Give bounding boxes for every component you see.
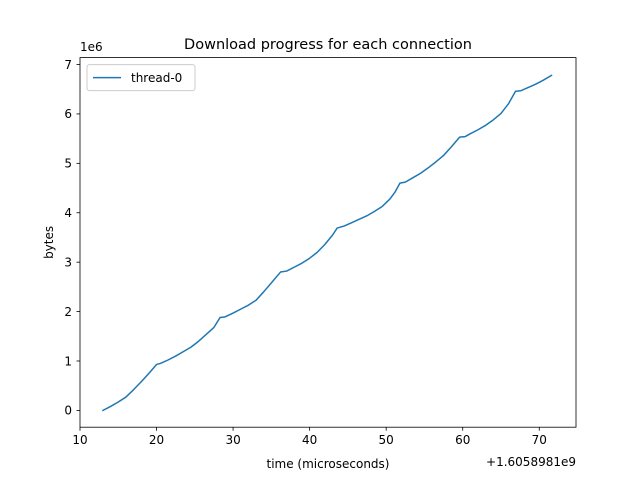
chart-title: Download progress for each connection [184, 37, 472, 53]
x-axis-label: time (microseconds) [267, 457, 390, 471]
legend-entry-thread-0: thread-0 [131, 71, 182, 85]
legend: thread-0 [86, 64, 196, 92]
x-tick-label: 30 [225, 433, 240, 447]
x-offset-label: +1.6058981e9 [486, 455, 576, 469]
x-tick-label: 20 [149, 433, 164, 447]
y-tick-label: 2 [64, 305, 72, 319]
x-tick-label: 70 [532, 433, 547, 447]
y-scale-label: 1e6 [80, 40, 103, 54]
x-tick-label: 60 [455, 433, 470, 447]
y-tick-label: 5 [64, 157, 72, 171]
y-tick-label: 6 [64, 107, 72, 121]
y-axis-label: bytes [42, 226, 56, 259]
plot-frame [79, 57, 577, 428]
y-tick-label: 1 [64, 354, 72, 368]
x-tick-label: 10 [72, 433, 87, 447]
y-tick-label: 7 [64, 58, 72, 72]
plot-layer [101, 74, 553, 412]
x-tick-label: 40 [302, 433, 317, 447]
y-tick-label: 3 [64, 255, 72, 269]
y-tick-label: 4 [64, 206, 72, 220]
legend-frame [86, 64, 196, 92]
y-tick-label: 0 [64, 404, 72, 418]
x-tick-label: 50 [379, 433, 394, 447]
ticks-layer: 10 20 30 40 50 60 70 0 1 2 3 4 5 6 7 [64, 58, 547, 447]
